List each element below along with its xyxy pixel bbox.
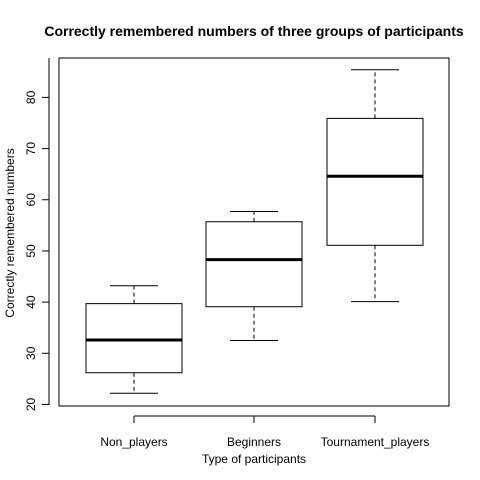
chart-title: Correctly remembered numbers of three gr… bbox=[44, 23, 464, 39]
iqr-box bbox=[85, 303, 183, 374]
y-tick-label: 50 bbox=[24, 244, 38, 258]
box-tournament-players bbox=[326, 69, 424, 303]
x-tick-label: Beginners bbox=[227, 435, 281, 449]
x-axis-label: Type of participants bbox=[202, 452, 306, 466]
y-tick-label: 80 bbox=[24, 90, 38, 104]
iqr-box bbox=[205, 221, 303, 308]
y-tick-label: 30 bbox=[24, 346, 38, 360]
iqr-box bbox=[326, 117, 424, 246]
x-axis-ticks: Non_players Beginners Tournament_players bbox=[100, 416, 429, 449]
y-tick-label: 40 bbox=[24, 295, 38, 309]
y-axis-label: Correctly remembered numbers bbox=[3, 148, 17, 317]
box-series bbox=[85, 69, 424, 394]
box-non-players bbox=[85, 285, 183, 394]
x-tick-label: Tournament_players bbox=[321, 435, 430, 449]
y-tick-label: 20 bbox=[24, 397, 38, 411]
box-beginners bbox=[205, 211, 303, 341]
y-tick-label: 60 bbox=[24, 193, 38, 207]
y-axis-ticks: 20 30 40 50 60 70 80 bbox=[24, 90, 49, 411]
x-tick-label: Non_players bbox=[100, 435, 167, 449]
y-tick-label: 70 bbox=[24, 142, 38, 156]
plot-frame bbox=[58, 57, 450, 407]
